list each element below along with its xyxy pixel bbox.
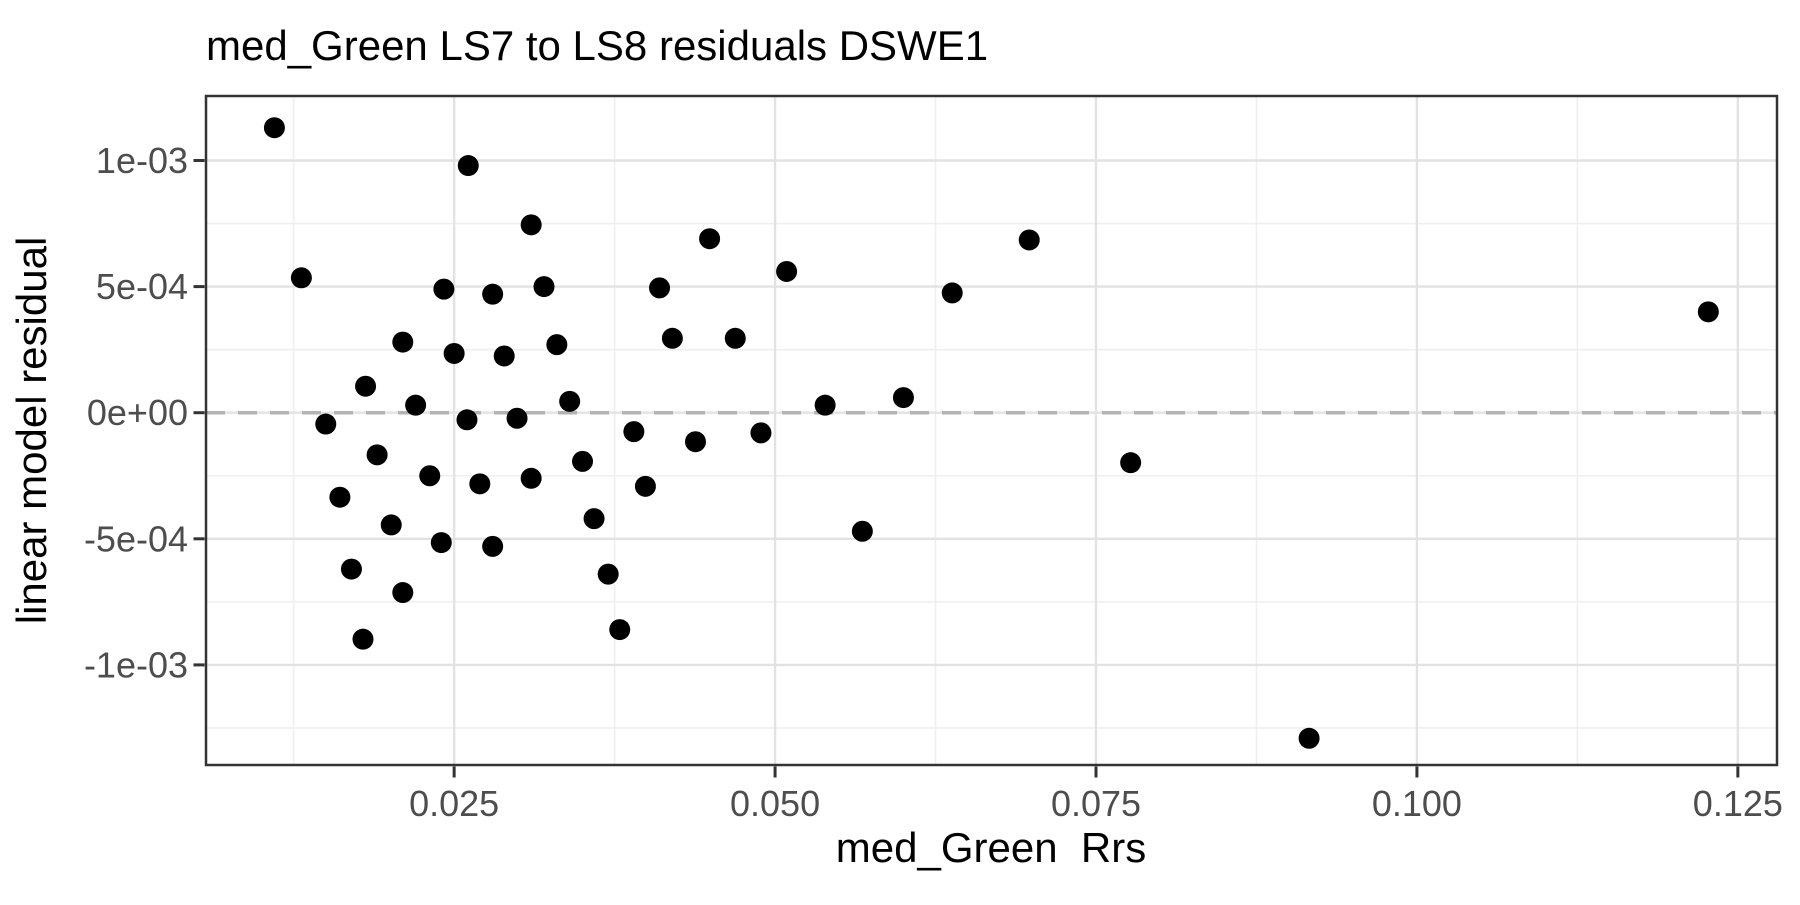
- scatter-point: [392, 331, 414, 353]
- x-tick-label: 0.025: [409, 783, 499, 824]
- scatter-point: [851, 520, 873, 542]
- scatter-point: [352, 628, 374, 650]
- x-tick-label: 0.100: [1372, 783, 1462, 824]
- scatter-point: [583, 508, 605, 530]
- panel-border: [204, 94, 1779, 767]
- scatter-point: [392, 582, 414, 604]
- scatter-point: [433, 278, 455, 300]
- scatter-point: [469, 473, 491, 495]
- y-tick-label: 0e+00: [87, 392, 188, 433]
- scatter-point: [1298, 727, 1320, 749]
- scatter-point: [750, 422, 772, 444]
- scatter-point: [597, 563, 619, 585]
- scatter-point: [559, 390, 581, 412]
- scatter-point: [684, 431, 706, 453]
- x-tick-label: 0.050: [730, 783, 820, 824]
- scatter-point: [941, 282, 963, 304]
- y-tick-label: 5e-04: [96, 266, 188, 307]
- scatter-point: [1697, 301, 1719, 323]
- y-axis-title: linear model residual: [8, 237, 55, 625]
- scatter-point: [661, 327, 683, 349]
- scatter-point: [649, 277, 671, 299]
- x-tick-label: 0.125: [1693, 783, 1783, 824]
- scatter-point: [340, 558, 362, 580]
- plot-title: med_Green LS7 to LS8 residuals DSWE1: [206, 22, 988, 69]
- scatter-point: [1018, 229, 1040, 251]
- scatter-point: [520, 467, 542, 489]
- scatter-point: [405, 394, 427, 416]
- scatter-point: [533, 276, 555, 298]
- scatter-point: [520, 214, 542, 236]
- scatter-point: [724, 327, 746, 349]
- y-tick-label: 1e-03: [96, 140, 188, 181]
- scatter-point: [572, 450, 594, 472]
- scatter-point: [315, 413, 337, 435]
- scatter-point: [623, 421, 645, 443]
- scatter-point: [776, 260, 798, 282]
- scatter-point: [892, 387, 914, 409]
- scatter-point: [482, 283, 504, 305]
- scatter-point: [634, 475, 656, 497]
- scatter-point: [443, 342, 465, 364]
- scatter-point: [482, 535, 504, 557]
- scatter-point: [456, 409, 478, 431]
- axis-ticks: [193, 159, 1740, 778]
- scatter-point: [366, 444, 388, 466]
- scatter-point: [1120, 452, 1142, 474]
- scatter-points: [263, 117, 1719, 749]
- scatter-point: [329, 486, 351, 508]
- y-tick-label: -5e-04: [84, 518, 188, 559]
- scatter-point: [506, 407, 528, 429]
- minor-gridlines: [206, 96, 1777, 765]
- scatter-point: [290, 267, 312, 289]
- axis-tick-labels: 0.025 0.050 0.075 0.100 0.125 1e-03 5e-04 0e+00…: [84, 140, 1783, 824]
- scatter-point: [457, 155, 479, 177]
- scatter-point: [814, 394, 836, 416]
- scatter-point: [609, 619, 631, 641]
- plot-panel-background: [206, 96, 1777, 765]
- x-tick-label: 0.075: [1051, 783, 1141, 824]
- scatter-point: [419, 465, 441, 487]
- scatter-point: [493, 345, 515, 367]
- scatter-point: [355, 375, 377, 397]
- scatter-point: [380, 514, 402, 536]
- scatter-point: [263, 117, 285, 139]
- x-axis-title: med_Green Rrs: [836, 824, 1146, 871]
- y-tick-label: -1e-03: [84, 644, 188, 685]
- scatter-point: [699, 228, 721, 250]
- scatter-point: [430, 532, 452, 554]
- scatter-point: [546, 334, 568, 356]
